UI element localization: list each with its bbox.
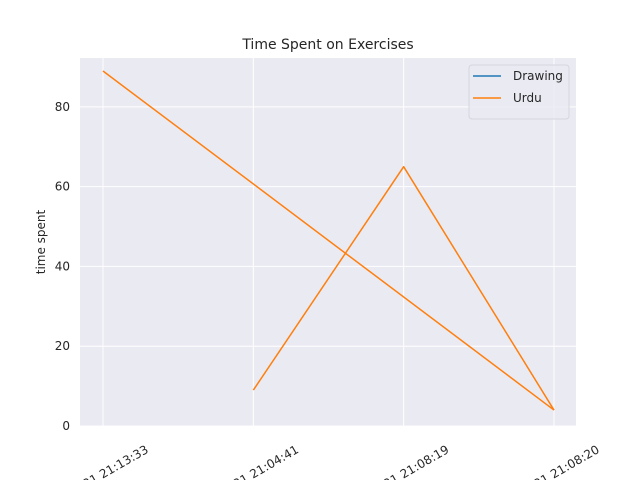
chart-title: Time Spent on Exercises xyxy=(241,37,413,53)
y-tick-label: 0 xyxy=(62,419,70,433)
legend: Drawing Urdu xyxy=(468,64,570,120)
legend-label: Urdu xyxy=(513,91,542,105)
y-axis-label: time spent xyxy=(34,209,48,274)
series-line xyxy=(102,70,555,411)
y-tick-labels: 0 20 40 60 80 xyxy=(55,100,70,433)
legend-label: Drawing xyxy=(513,69,563,83)
y-tick-label: 20 xyxy=(55,339,70,353)
series-lines xyxy=(102,70,555,411)
series-line xyxy=(252,165,555,411)
y-tick-label: 80 xyxy=(55,100,70,114)
y-tick-label: 40 xyxy=(55,259,70,273)
legend-box xyxy=(468,64,570,120)
y-tick-label: 60 xyxy=(55,180,70,194)
